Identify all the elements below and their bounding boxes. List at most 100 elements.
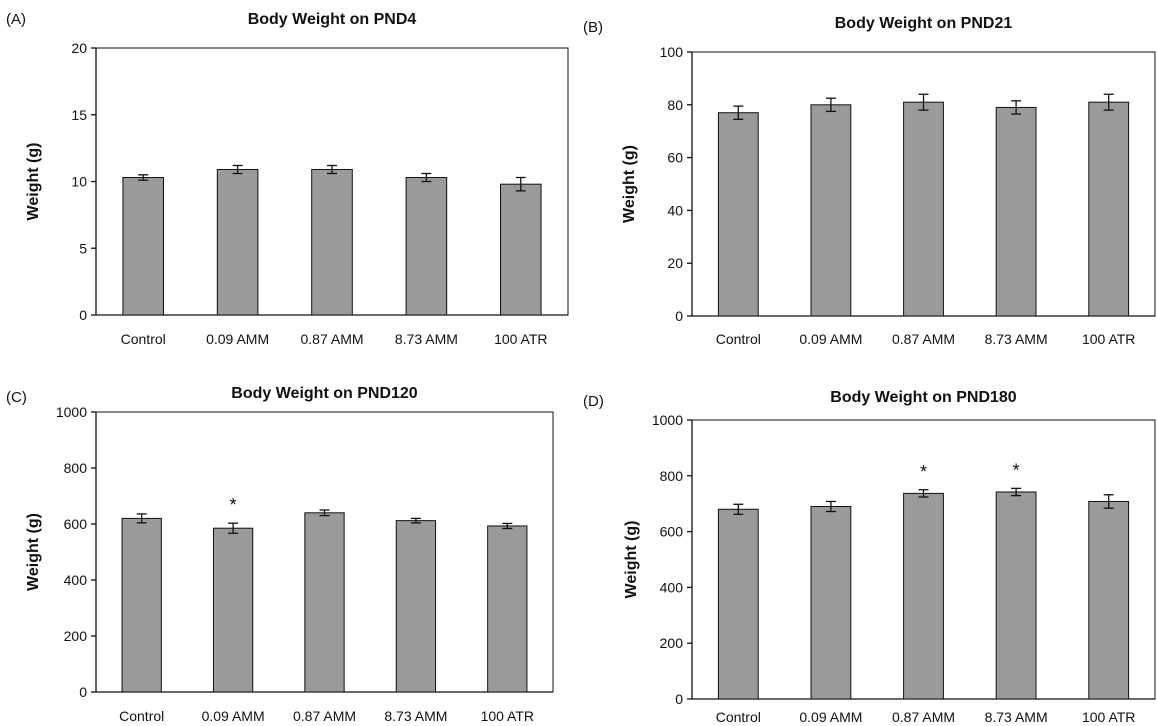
x-tick-label: 0.09 AMM	[799, 709, 862, 725]
error-bar	[502, 522, 513, 530]
bar	[995, 106, 1037, 317]
x-tick-label: 0.09 AMM	[799, 331, 862, 347]
bar	[995, 491, 1037, 700]
y-tick-label: 200	[660, 635, 684, 651]
error-bar	[825, 500, 836, 513]
error-bar	[1011, 100, 1022, 115]
bar	[304, 512, 345, 693]
y-axis-label: Weight (g)	[623, 521, 640, 599]
error-bar	[232, 164, 243, 175]
y-tick-label: 80	[667, 97, 683, 113]
y-tick-label: 20	[667, 255, 683, 271]
error-bar	[918, 93, 929, 111]
chart-panel-1: (A) Body Weight on PND4 Weight (g) 0 5 10 15 20…	[6, 11, 569, 347]
y-tick-label: 0	[79, 307, 87, 323]
x-tick-label: 8.73 AMM	[985, 709, 1048, 725]
error-bar	[825, 97, 836, 113]
y-tick-label: 400	[660, 579, 684, 595]
error-bar	[327, 164, 337, 175]
y-tick-label: 5	[79, 240, 87, 256]
bar	[903, 101, 944, 317]
chart-title: Body Weight on PND180	[830, 389, 1016, 406]
x-tick-label: 100 ATR	[1082, 331, 1135, 347]
x-tick-label: 0.09 AMM	[206, 331, 269, 347]
error-bar	[1011, 487, 1022, 497]
significance-marker: *	[1013, 460, 1020, 480]
x-tick-label: 100 ATR	[494, 331, 547, 347]
error-bar	[319, 509, 330, 517]
y-axis-label: Weight (g)	[25, 143, 42, 221]
chart-panel-3: (C) Body Weight on PND120 Weight (g) 0 200 40…	[6, 385, 554, 724]
x-tick-label: Control	[121, 331, 166, 347]
x-tick-label: 0.87 AMM	[300, 331, 363, 347]
error-bar	[733, 105, 744, 120]
panel-letter: (B)	[583, 19, 603, 36]
chart-title: Body Weight on PND120	[231, 385, 417, 402]
x-tick-label: 0.87 AMM	[892, 331, 955, 347]
y-tick-label: 600	[64, 516, 88, 532]
x-tick-label: Control	[716, 331, 761, 347]
bar	[1088, 500, 1130, 700]
x-tick-label: 0.09 AMM	[202, 708, 265, 724]
significance-marker: *	[920, 462, 927, 482]
bar	[405, 176, 448, 316]
error-bar	[136, 513, 147, 524]
x-tick-label: 0.87 AMM	[293, 708, 356, 724]
bar	[311, 168, 353, 316]
error-bar	[421, 172, 432, 183]
significance-marker: *	[230, 495, 237, 515]
bar	[810, 505, 852, 700]
bar	[903, 492, 944, 700]
y-tick-label: 0	[675, 308, 683, 324]
y-tick-label: 100	[660, 44, 684, 60]
y-tick-label: 10	[71, 174, 87, 190]
panel-letter: (A)	[6, 11, 26, 28]
bar	[810, 104, 852, 317]
bar	[121, 517, 162, 693]
bar	[212, 527, 254, 693]
x-tick-label: 8.73 AMM	[985, 331, 1048, 347]
error-bar	[228, 522, 239, 534]
chart-panel-4: (D) Body Weight on PND180 Weight (g) 0 200 40…	[583, 389, 1156, 725]
y-tick-label: 0	[675, 691, 683, 707]
y-axis-label: Weight (g)	[621, 145, 638, 223]
y-tick-label: 800	[660, 468, 684, 484]
error-bar	[1103, 93, 1114, 111]
bar	[500, 183, 542, 316]
error-bar	[918, 489, 929, 498]
y-tick-label: 600	[660, 524, 684, 540]
y-tick-label: 1000	[56, 404, 87, 420]
y-tick-label: 15	[71, 107, 87, 123]
x-tick-label: 100 ATR	[1082, 709, 1135, 725]
bar	[717, 508, 759, 700]
bar	[395, 520, 437, 693]
bar	[487, 525, 528, 693]
x-tick-label: Control	[716, 709, 761, 725]
panel-letter: (D)	[583, 393, 604, 410]
y-tick-label: 200	[64, 628, 88, 644]
error-bar	[1103, 494, 1114, 509]
bar	[216, 168, 259, 316]
x-tick-label: 8.73 AMM	[395, 331, 458, 347]
x-tick-label: 100 ATR	[481, 708, 534, 724]
x-tick-label: Control	[119, 708, 164, 724]
bar	[122, 176, 164, 316]
bar	[717, 112, 759, 317]
y-tick-label: 800	[64, 460, 88, 476]
error-bar	[138, 174, 149, 181]
bar	[1088, 101, 1130, 317]
y-axis-label: Weight (g)	[25, 513, 42, 591]
y-tick-label: 20	[71, 40, 87, 56]
y-tick-label: 40	[667, 202, 683, 218]
chart-title: Body Weight on PND4	[248, 11, 417, 28]
panel-letter: (C)	[6, 389, 27, 406]
y-tick-label: 60	[667, 150, 683, 166]
y-tick-label: 0	[79, 684, 87, 700]
error-bar	[515, 176, 526, 192]
x-tick-label: 0.87 AMM	[892, 709, 955, 725]
error-bar	[733, 503, 744, 515]
x-tick-label: 8.73 AMM	[384, 708, 447, 724]
y-tick-label: 400	[64, 572, 88, 588]
error-bar	[410, 517, 421, 524]
